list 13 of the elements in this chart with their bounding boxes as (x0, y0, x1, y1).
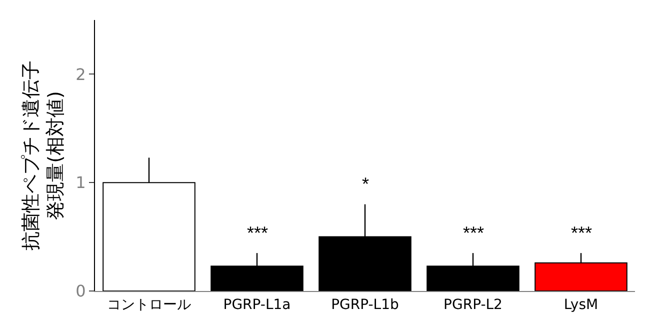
data-label: *** (463, 223, 484, 243)
x-tick-label: PGRP-L1b (331, 296, 400, 313)
y-axis-title: 抗菌性ペプチド遺伝子発現量(相対値) (20, 60, 66, 250)
y-tick-label: 0 (76, 282, 86, 301)
x-tick-label: PGRP-L1a (223, 296, 291, 313)
y-tick-label: 1 (76, 173, 86, 192)
x-tick-label: PGRP-L2 (444, 296, 502, 313)
y-tick-label: 2 (76, 64, 86, 84)
data-label: *** (571, 223, 592, 243)
x-tick-label: LysM (564, 296, 598, 313)
data-label: *** (247, 223, 268, 243)
data-label: * (362, 174, 370, 194)
x-tick-label: コントロール (107, 296, 191, 313)
